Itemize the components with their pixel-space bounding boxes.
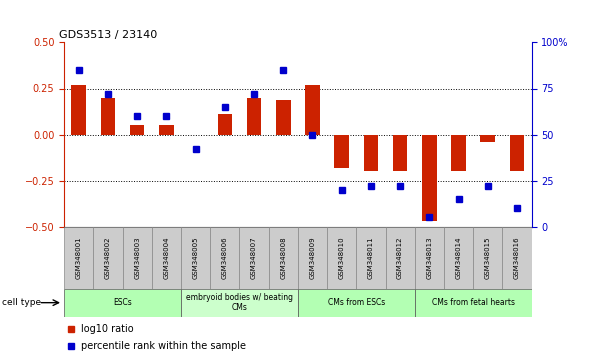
Bar <box>152 227 181 289</box>
Bar <box>415 289 532 317</box>
Text: CMs from ESCs: CMs from ESCs <box>327 298 385 307</box>
Text: GSM348013: GSM348013 <box>426 236 433 279</box>
Bar <box>510 135 524 171</box>
Text: GSM348014: GSM348014 <box>456 236 461 279</box>
Text: GSM348012: GSM348012 <box>397 236 403 279</box>
Bar <box>123 227 152 289</box>
Bar <box>181 289 298 317</box>
Text: GSM348007: GSM348007 <box>251 236 257 279</box>
Text: embryoid bodies w/ beating
CMs: embryoid bodies w/ beating CMs <box>186 293 293 312</box>
Bar <box>393 135 408 171</box>
Bar <box>64 227 93 289</box>
Text: GSM348010: GSM348010 <box>338 236 345 279</box>
Bar <box>64 289 181 317</box>
Bar <box>71 85 86 135</box>
Text: percentile rank within the sample: percentile rank within the sample <box>81 341 246 351</box>
Bar <box>240 227 269 289</box>
Bar <box>305 85 320 135</box>
Text: GSM348009: GSM348009 <box>309 236 315 279</box>
Bar <box>101 98 115 135</box>
Bar <box>210 227 240 289</box>
Text: CMs from fetal hearts: CMs from fetal hearts <box>431 298 514 307</box>
Bar <box>356 227 386 289</box>
Text: GSM348015: GSM348015 <box>485 236 491 279</box>
Text: GSM348004: GSM348004 <box>163 236 169 279</box>
Text: GSM348006: GSM348006 <box>222 236 228 279</box>
Bar <box>444 227 473 289</box>
Bar <box>327 227 356 289</box>
Text: GDS3513 / 23140: GDS3513 / 23140 <box>59 30 158 40</box>
Bar <box>422 135 437 221</box>
Bar <box>502 227 532 289</box>
Bar <box>181 227 210 289</box>
Text: GSM348008: GSM348008 <box>280 236 287 279</box>
Text: cell type: cell type <box>2 298 41 307</box>
Text: GSM348001: GSM348001 <box>76 236 82 279</box>
Text: GSM348005: GSM348005 <box>192 236 199 279</box>
Text: GSM348011: GSM348011 <box>368 236 374 279</box>
Bar <box>298 289 415 317</box>
Text: GSM348016: GSM348016 <box>514 236 520 279</box>
Bar <box>159 125 174 135</box>
Bar <box>298 227 327 289</box>
Bar <box>415 227 444 289</box>
Bar <box>452 135 466 171</box>
Bar <box>269 227 298 289</box>
Bar <box>473 227 502 289</box>
Bar <box>276 99 291 135</box>
Text: ESCs: ESCs <box>113 298 132 307</box>
Bar <box>247 98 262 135</box>
Bar <box>480 135 495 142</box>
Text: GSM348003: GSM348003 <box>134 236 140 279</box>
Bar <box>218 114 232 135</box>
Bar <box>364 135 378 171</box>
Text: log10 ratio: log10 ratio <box>81 324 133 333</box>
Text: GSM348002: GSM348002 <box>105 236 111 279</box>
Bar <box>93 227 123 289</box>
Bar <box>386 227 415 289</box>
Bar <box>334 135 349 168</box>
Bar <box>130 125 144 135</box>
